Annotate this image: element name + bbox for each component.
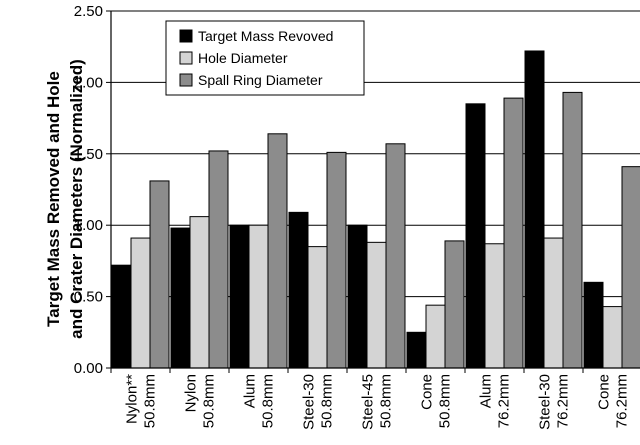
bar [288, 211, 309, 369]
axes [110, 11, 640, 369]
y-tick-label: 0.00 [74, 360, 103, 377]
bar [366, 241, 387, 369]
x-tick-label-line-1: Alum [478, 374, 495, 408]
bar [385, 143, 406, 369]
bar [248, 224, 269, 369]
y-axis-ticks: 0.00 0.50 1.00 1.50 2.00 2.50 [74, 3, 111, 377]
bar [208, 150, 229, 369]
bar [267, 133, 288, 369]
bar [170, 227, 191, 369]
bar [524, 50, 545, 369]
bar [326, 151, 347, 369]
y-axis-label-line-2: and Crater Diameters (Normalized) [67, 59, 86, 339]
legend: Target Mass Revoved Hole Diameter Spall Ri… [165, 20, 365, 96]
x-tick-label-line-2: 50.8mm [260, 374, 277, 428]
legend-label: Spall Ring Diameter [198, 72, 323, 88]
bar [465, 103, 486, 369]
y-tick-label: 0.50 [74, 289, 103, 306]
legend-label: Hole Diameter [198, 50, 288, 66]
bar [347, 224, 368, 369]
y-tick-label: 1.00 [74, 217, 103, 234]
bar [602, 306, 623, 369]
bar [444, 240, 465, 369]
y-tick-label: 1.50 [74, 146, 103, 163]
x-tick-label-line-2: 50.8mm [319, 374, 336, 428]
bar [307, 246, 328, 369]
x-tick-label-line-1: Steel-30 [301, 374, 318, 430]
bar [425, 304, 446, 369]
legend-swatch [179, 51, 193, 65]
bar [503, 97, 524, 369]
x-tick-label-line-1: Nylon** [124, 374, 141, 424]
x-tick-label-line-1: Nylon [183, 374, 200, 412]
x-tick-label-line-2: 76.2mm [614, 374, 631, 428]
bar [583, 281, 604, 369]
x-tick-label-line-1: Alum [242, 374, 259, 408]
x-tick-label-line-2: 50.8mm [142, 374, 159, 428]
x-tick-label-line-2: 50.8mm [437, 374, 454, 428]
bar [149, 180, 170, 369]
x-tick-label-line-1: Cone [596, 374, 613, 410]
bar [229, 224, 250, 369]
x-tick-label-line-1: Steel-45 [360, 374, 377, 430]
legend-label: Target Mass Revoved [198, 28, 333, 44]
x-tick-label-line-1: Steel-30 [537, 374, 554, 430]
x-tick-label-line-2: 50.8mm [378, 374, 395, 428]
x-tick-label-line-2: 76.2mm [555, 374, 572, 428]
bar [543, 237, 564, 369]
x-axis-ticks: Nylon** 50.8mm Nylon 50.8mm Alum 50.8mm Steel-… [110, 368, 631, 430]
y-tick-label: 2.50 [74, 3, 103, 20]
bar [484, 243, 505, 369]
y-axis-label-line-1: Target Mass Removed and Hole [44, 71, 63, 327]
legend-box [165, 20, 365, 96]
bar [621, 166, 640, 369]
bar [111, 264, 132, 369]
legend-swatch [179, 29, 193, 43]
bar [130, 237, 151, 369]
bar [406, 331, 427, 369]
bar [189, 216, 210, 369]
x-tick-label-line-1: Cone [419, 374, 436, 410]
bars [111, 50, 640, 369]
y-tick-label: 2.00 [74, 74, 103, 91]
x-tick-label-line-2: 50.8mm [201, 374, 218, 428]
bar [562, 91, 583, 369]
legend-swatch [179, 73, 193, 87]
y-axis-label: Target Mass Removed and Hole and Crater … [44, 59, 86, 339]
x-tick-label-line-2: 76.2mm [496, 374, 513, 428]
